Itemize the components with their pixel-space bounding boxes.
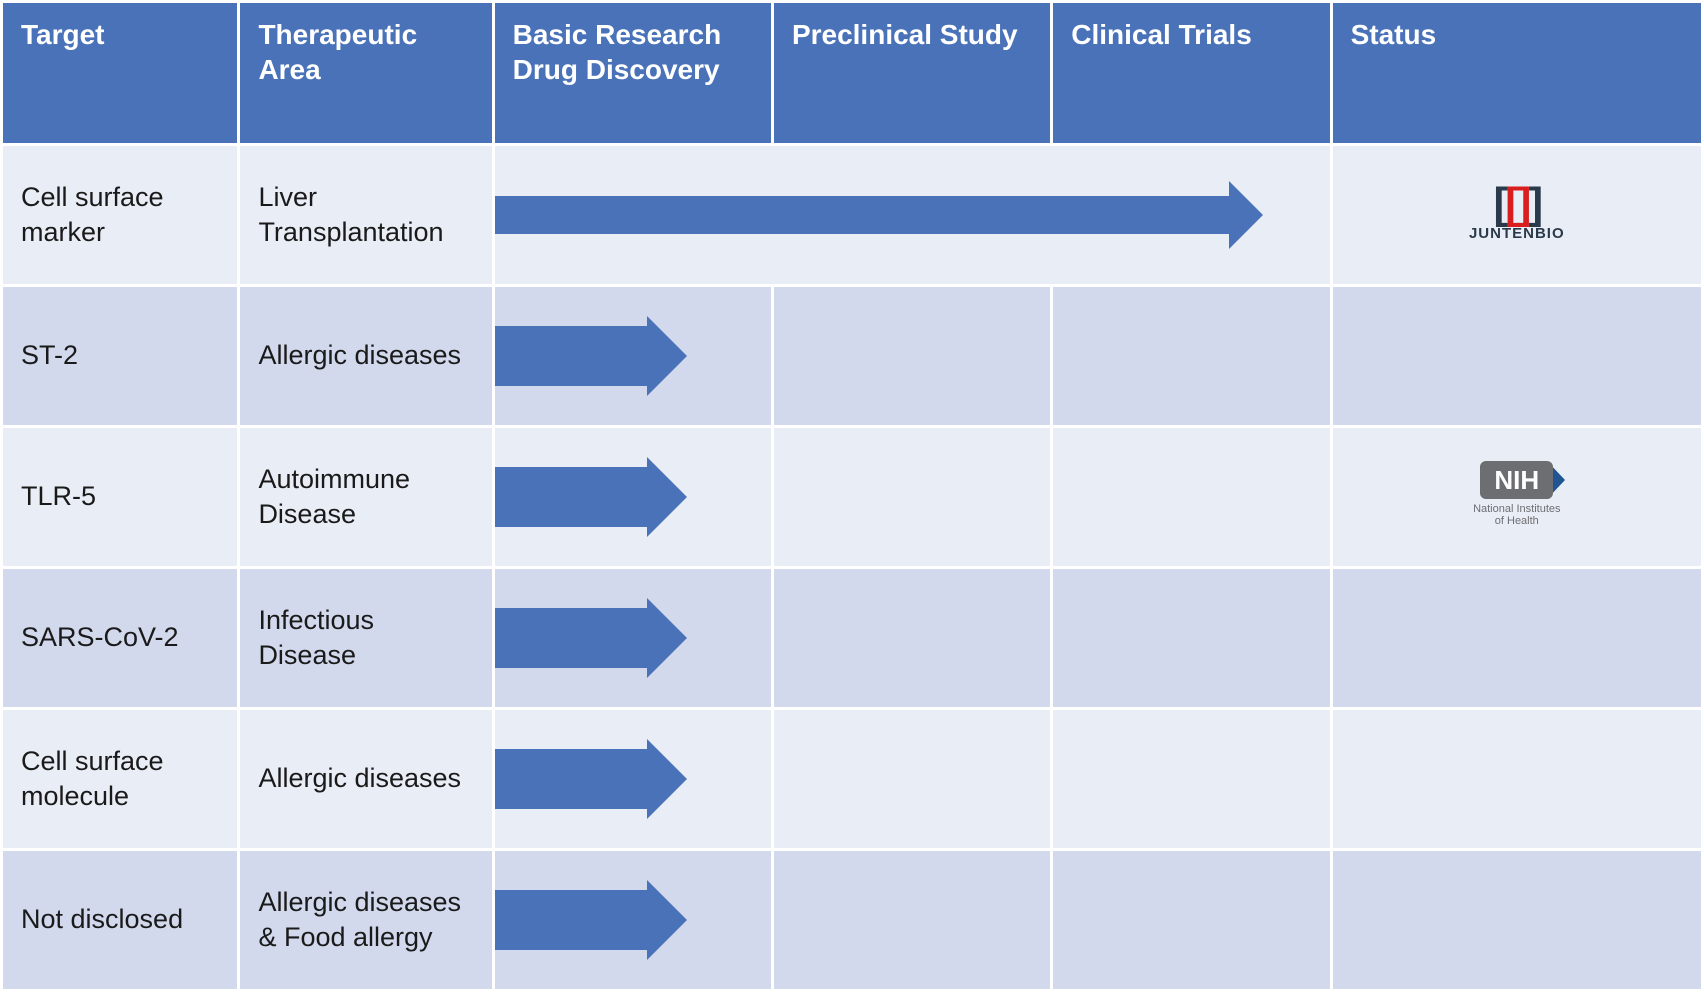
cell-phase-empty xyxy=(774,851,1050,989)
table-row: TLR-5Autoimmune Disease NIH National Ins… xyxy=(3,428,1701,566)
cell-phase-empty xyxy=(1053,851,1329,989)
cell-phase-empty xyxy=(1053,287,1329,425)
progress-arrow-icon xyxy=(495,326,647,386)
table-row: Cell surface moleculeAllergic diseases xyxy=(3,710,1701,848)
cell-progress-arrow xyxy=(495,428,771,566)
progress-arrow-icon xyxy=(495,608,647,668)
cell-progress-arrow xyxy=(495,287,771,425)
cell-therapeutic-area: Allergic diseases xyxy=(240,287,491,425)
col-header-area: Therapeutic Area xyxy=(240,3,491,143)
col-header-clinical-trials: Clinical Trials xyxy=(1053,3,1329,143)
cell-phase-empty xyxy=(774,569,1050,707)
progress-arrow-icon xyxy=(495,467,647,527)
table-row: ST-2Allergic diseases xyxy=(3,287,1701,425)
col-header-target: Target xyxy=(3,3,237,143)
cell-status xyxy=(1333,287,1701,425)
header-row: Target Therapeutic Area Basic Research D… xyxy=(3,3,1701,143)
col-header-status: Status xyxy=(1333,3,1701,143)
cell-progress-arrow xyxy=(495,851,771,989)
cell-therapeutic-area: Allergic diseases xyxy=(240,710,491,848)
juntenbio-logo: [[]] JUNTENBIO xyxy=(1469,182,1565,244)
cell-therapeutic-area: Allergic diseases & Food allergy xyxy=(240,851,491,989)
progress-arrow-icon xyxy=(495,749,647,809)
cell-progress-arrow xyxy=(495,710,771,848)
pipeline-table: Target Therapeutic Area Basic Research D… xyxy=(0,0,1704,992)
cell-phase-empty xyxy=(774,710,1050,848)
cell-status xyxy=(1333,569,1701,707)
cell-target: TLR-5 xyxy=(3,428,237,566)
cell-therapeutic-area: Liver Transplantation xyxy=(240,146,491,284)
cell-phase-empty xyxy=(1053,710,1329,848)
cell-progress-arrow xyxy=(495,569,771,707)
cell-progress-arrow xyxy=(495,146,1330,284)
cell-therapeutic-area: Infectious Disease xyxy=(240,569,491,707)
cell-status: NIH National Institutesof Health xyxy=(1333,428,1701,566)
cell-phase-empty xyxy=(774,287,1050,425)
cell-phase-empty xyxy=(774,428,1050,566)
nih-logo: NIH National Institutesof Health xyxy=(1473,461,1560,527)
table-body: Cell surface markerLiver Transplantation… xyxy=(3,146,1701,989)
cell-target: SARS-CoV-2 xyxy=(3,569,237,707)
table-row: Cell surface markerLiver Transplantation… xyxy=(3,146,1701,284)
cell-therapeutic-area: Autoimmune Disease xyxy=(240,428,491,566)
progress-arrow-icon xyxy=(495,196,1230,234)
cell-status xyxy=(1333,710,1701,848)
cell-status: [[]] JUNTENBIO xyxy=(1333,146,1701,284)
cell-status xyxy=(1333,851,1701,989)
cell-target: ST-2 xyxy=(3,287,237,425)
progress-arrow-icon xyxy=(495,890,647,950)
cell-phase-empty xyxy=(1053,569,1329,707)
cell-phase-empty xyxy=(1053,428,1329,566)
table-row: SARS-CoV-2Infectious Disease xyxy=(3,569,1701,707)
cell-target: Cell surface molecule xyxy=(3,710,237,848)
col-header-basic-research: Basic Research Drug Discovery xyxy=(495,3,771,143)
cell-target: Cell surface marker xyxy=(3,146,237,284)
cell-target: Not disclosed xyxy=(3,851,237,989)
table-row: Not disclosedAllergic diseases & Food al… xyxy=(3,851,1701,989)
col-header-preclinical: Preclinical Study xyxy=(774,3,1050,143)
